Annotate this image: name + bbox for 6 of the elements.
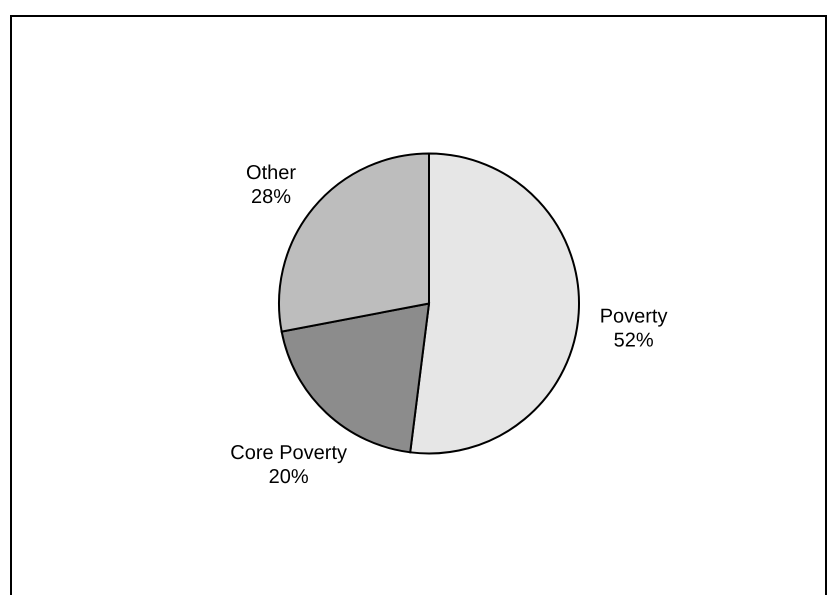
data-label: 20% [268,466,309,488]
slice-label: Poverty [600,305,668,328]
data-label: 28% [251,186,292,208]
slice-label: Other [246,162,296,184]
slice-label: Core Poverty [230,442,348,464]
data-label: 52% [614,329,654,352]
